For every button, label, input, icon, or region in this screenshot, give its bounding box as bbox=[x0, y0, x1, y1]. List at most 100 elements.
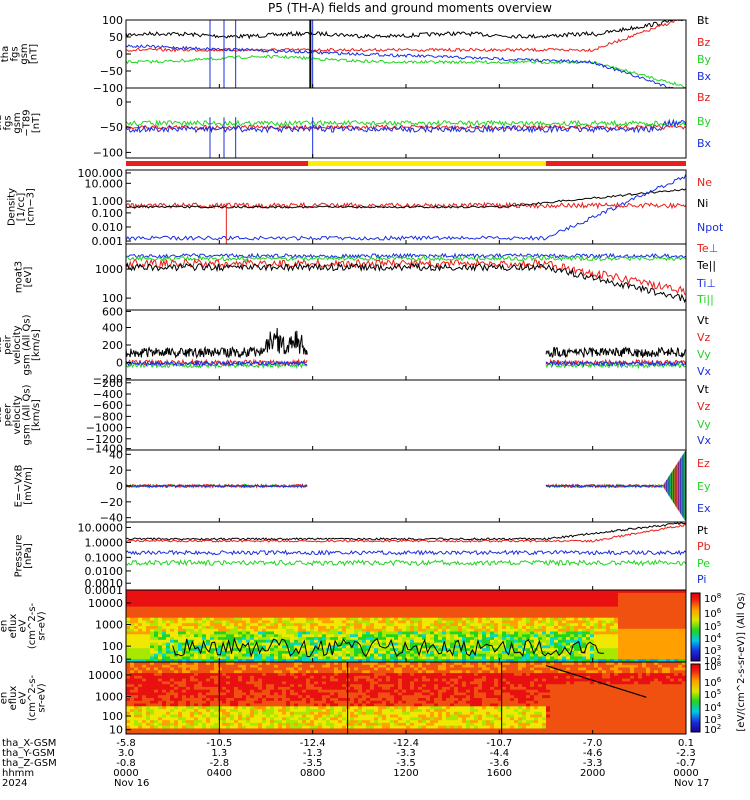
panel-ylabel: moat3[eV] bbox=[13, 261, 34, 293]
panel-peir_flux-traces bbox=[126, 590, 687, 663]
legend-by: By bbox=[697, 115, 712, 128]
panel-ylabel: thapeirenefluxeV(cm^2-s-sr-eV) bbox=[0, 602, 48, 649]
legend-bx: Bx bbox=[697, 70, 712, 83]
panel-frame bbox=[126, 310, 686, 380]
panel-peer_flux-traces bbox=[126, 662, 687, 735]
panel-fgs: 100500−50−100thafgsgsm[nT]BtBzByBx bbox=[0, 14, 712, 95]
panel-temperature: 1000100moat3[eV]Te⊥Te||Ti⊥Ti|| bbox=[13, 242, 718, 310]
vt-trace bbox=[126, 328, 307, 357]
legend-te⊥: Te⊥ bbox=[696, 242, 718, 255]
legend-ne: Ne bbox=[697, 176, 712, 189]
legend-npot: Npot bbox=[697, 221, 724, 234]
panel-frame bbox=[126, 380, 686, 450]
ylabel-line: [km/s] bbox=[31, 399, 42, 431]
panel-ylabel: thafgsgsm−T89[nT] bbox=[0, 109, 42, 136]
ytick-label: 10.0000 bbox=[78, 521, 124, 534]
ytick-label: 1000 bbox=[95, 619, 123, 632]
ytick-label: 10000 bbox=[88, 597, 123, 610]
vt-trace bbox=[546, 348, 685, 358]
ytick-label: 10 bbox=[109, 653, 123, 666]
ytick-label: 0.0100 bbox=[85, 565, 124, 578]
legend-te||: Te|| bbox=[696, 259, 716, 272]
ytick-label: 200 bbox=[102, 339, 123, 352]
legend-ti||: Ti|| bbox=[696, 293, 714, 306]
panel-ylabel: thapeirvelocitygsm (All Qs)[km/s] bbox=[0, 314, 42, 375]
legend-vt: Vt bbox=[697, 383, 710, 396]
ylabel-line: [nPa] bbox=[23, 543, 34, 569]
ylabel-line: [km/s] bbox=[31, 329, 42, 361]
legend-vz: Vz bbox=[697, 400, 711, 413]
panel-density-traces bbox=[126, 174, 686, 244]
ytick-label: 10.000 bbox=[85, 177, 124, 190]
panel-efield: 40200−20−40E=−VxB[mV/m]EzEyEx bbox=[13, 448, 711, 524]
legend-vy: Vy bbox=[697, 418, 711, 431]
ytick-label: 0.001 bbox=[92, 235, 124, 248]
ytick-label: 0 bbox=[116, 480, 123, 493]
te-perp-trace bbox=[126, 260, 686, 295]
ytick-label: 100 bbox=[102, 292, 123, 305]
legend-bz: Bz bbox=[697, 36, 711, 49]
ytick-label: −50 bbox=[100, 65, 123, 78]
legend-bz: Bz bbox=[697, 91, 711, 104]
legend-by: By bbox=[697, 53, 712, 66]
legend-vy: Vy bbox=[697, 348, 711, 361]
panel-ylabel: E=−VxB[mV/m] bbox=[13, 465, 34, 508]
ytick-label: 400 bbox=[102, 322, 123, 335]
ytick-label: −50 bbox=[100, 121, 123, 134]
pe-trace bbox=[126, 560, 686, 565]
ytick-label: 0 bbox=[116, 48, 123, 61]
legend-ex: Ex bbox=[697, 502, 711, 515]
panel-peir_flux: 10000 1000 10010 thapeirenefluxeV(cm^2-s-sr… bbox=[0, 590, 687, 666]
legend-pe: Pe bbox=[697, 557, 710, 570]
ylabel-line: [nT] bbox=[28, 44, 39, 64]
ytick-label: −100 bbox=[93, 146, 123, 159]
legend-ez: Ez bbox=[697, 457, 710, 470]
ytick-label: 50 bbox=[109, 31, 123, 44]
legend-ni: Ni bbox=[697, 197, 708, 210]
legend-vt: Vt bbox=[697, 314, 710, 327]
panel-ylabel: thapeervelocitygsm (All Qs)[km/s] bbox=[0, 384, 42, 445]
pt-trace bbox=[126, 523, 686, 540]
panel-efield-traces bbox=[126, 451, 685, 521]
ylabel-line: [eV] bbox=[23, 267, 34, 288]
ylabel-line: [mV/m] bbox=[23, 467, 34, 505]
ytick-label: 20 bbox=[109, 464, 123, 477]
ylabel-line: [nT] bbox=[31, 113, 42, 133]
ytick-label: −20 bbox=[100, 496, 123, 509]
panel-pressure-traces bbox=[126, 523, 686, 566]
panel-fgs_dt: 0−50−100thafgsgsm−T89[nT]BzByBx bbox=[0, 88, 712, 159]
te-par-trace bbox=[126, 264, 686, 302]
ytick-label: 0.010 bbox=[92, 221, 124, 234]
panel-peir_v: 6004002000−200thapeirvelocitygsm (All Qs… bbox=[0, 305, 712, 385]
ytick-label: 0.0001 bbox=[85, 584, 124, 597]
ylabel-line: [cm−3] bbox=[26, 188, 37, 226]
legend-ti⊥: Ti⊥ bbox=[696, 277, 716, 290]
panel-ylabel: Density[1/cc][cm−3] bbox=[7, 188, 37, 226]
ytick-label: 0.1000 bbox=[85, 551, 124, 564]
panel-temperature-traces bbox=[126, 254, 686, 302]
panel-ylabel: Pressure[nPa] bbox=[13, 535, 34, 578]
legend-pt: Pt bbox=[697, 524, 709, 537]
legend-pb: Pb bbox=[697, 540, 711, 553]
legend-pi: Pi bbox=[697, 573, 706, 586]
ytick-label: −100 bbox=[93, 82, 123, 95]
pi-trace bbox=[126, 551, 686, 555]
ytick-label: 0 bbox=[116, 96, 123, 109]
panel-peer_flux: 10000100010010thapeerenefluxeV(cm^2-s-sr… bbox=[0, 662, 687, 737]
ti-par-trace bbox=[126, 257, 686, 261]
ytick-label: 0 bbox=[116, 357, 123, 370]
panel-peer_v: −200−400−600−800−1000−1200−1400thapeerve… bbox=[0, 377, 712, 456]
panel-pressure: 10.00001.00000.10000.01000.00100.0001Pre… bbox=[13, 521, 710, 597]
ytick-label: 40 bbox=[109, 448, 123, 461]
ytick-label: 100 bbox=[102, 14, 123, 27]
ytick-label: 100 bbox=[102, 640, 123, 653]
ytick-label: 600 bbox=[102, 305, 123, 318]
ylabel-line: sr-eV) bbox=[37, 611, 48, 640]
legend-vz: Vz bbox=[697, 331, 711, 344]
panel-density: 100.00010.0001.0000.1000.0100.001Density… bbox=[7, 167, 724, 248]
panel-peir_v-traces bbox=[126, 328, 686, 368]
legend-vx: Vx bbox=[697, 434, 712, 447]
legend-vx: Vx bbox=[697, 365, 712, 378]
legend-bt: Bt bbox=[697, 14, 710, 27]
